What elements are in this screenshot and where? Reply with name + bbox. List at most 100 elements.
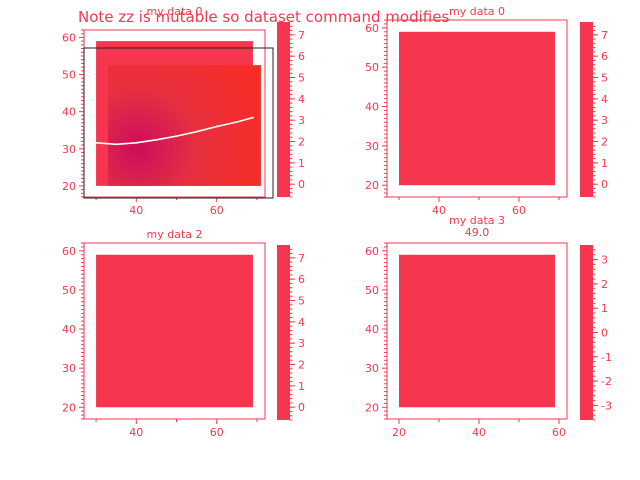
overlay-frame [83,47,274,199]
colorbar-tick-label: 2 [601,136,608,149]
x-tick-label: 20 [392,426,406,439]
colorbar-tick-label: 0 [298,178,305,191]
colorbar-tick-label: 4 [601,93,608,106]
y-tick-label: 60 [365,245,379,258]
colorbar-tick-label: 0 [601,178,608,191]
plot-area [96,254,253,408]
colorbar-tick-label: 1 [601,157,608,170]
y-tick-label: 40 [62,323,76,336]
x-tick-label: 60 [512,204,526,217]
colorbar-fill [277,245,290,420]
panel-bottom-right: my data 3 49.0 -3 -2 -1 0 1 2 3 20 40 60 20 30 40 50… [365,214,612,439]
colorbar-fill [277,22,290,197]
colorbar: -3 -2 -1 0 1 2 3 [580,245,612,421]
trace-point [115,143,118,146]
panel-title: my data 0 [449,5,505,18]
panel-title: my data 0 [147,5,203,18]
y-tick-label: 30 [365,362,379,375]
trace-point [251,116,254,119]
trace-point [175,135,178,138]
colorbar-tick-label: 7 [298,29,305,42]
plot-area [96,41,261,186]
colorbar-tick-label: 2 [601,278,608,291]
y-tick-label: 20 [62,401,76,414]
x-tick-label: 40 [129,426,143,439]
colorbar-tick-label: 3 [298,114,305,127]
trace-point [135,141,138,144]
colorbar-tick-label: 3 [601,114,608,127]
heatmap-overlay [108,65,261,186]
colorbar-tick-label: 4 [298,316,305,329]
colorbar-fill [580,245,593,420]
colorbar-tick-label: 2 [298,136,305,149]
x-tick-label: 40 [129,204,143,217]
trace-point [235,121,238,124]
colorbar-tick-label: -2 [601,375,612,388]
y-tick-label: 50 [365,284,379,297]
colorbar-tick-label: 2 [298,359,305,372]
colorbar-tick-label: 7 [601,29,608,42]
colorbar: 0 1 2 3 4 5 6 7 [277,22,305,198]
colorbar-tick-label: 7 [298,252,305,265]
y-tick-label: 20 [365,401,379,414]
x-tick-label: 40 [472,426,486,439]
y-tick-label: 40 [365,101,379,114]
heatmap-image [96,254,253,408]
colorbar-tick-label: 0 [601,327,608,340]
colorbar-fill [580,22,593,197]
y-tick-label: 50 [365,61,379,74]
colorbar-tick-label: 5 [298,71,305,84]
colorbar-tick-label: 3 [601,254,608,267]
plot-area [399,254,555,408]
plot-area [399,31,555,186]
y-tick-label: 20 [62,180,76,193]
y-tick-label: 40 [365,323,379,336]
panel-subtitle: 49.0 [465,226,490,239]
panel-top-left: my data 0 0 1 2 3 4 5 6 7 40 60 20 30 40 50 60 [62,5,305,217]
colorbar-tick-label: 6 [601,50,608,63]
y-tick-label: 30 [365,140,379,153]
y-tick-label: 60 [62,31,76,44]
colorbar-tick-label: 6 [298,50,305,63]
x-tick-label: 60 [210,426,224,439]
colorbar-tick-label: 5 [298,294,305,307]
trace-point [95,141,98,144]
x-tick-label: 60 [210,204,224,217]
colorbar-tick-label: 4 [298,93,305,106]
axes-frame [386,242,568,420]
panel-top-right: my data 0 0 1 2 3 4 5 6 7 40 60 20 30 40 50 60 [365,5,608,217]
y-tick-label: 60 [62,245,76,258]
heatmap-image [399,31,555,186]
x-tick-label: 60 [552,426,566,439]
x-tick-label: 40 [432,204,446,217]
y-tick-label: 20 [365,179,379,192]
panel-bottom-left: my data 2 0 1 2 3 4 5 6 7 40 60 20 30 40 50 60 [62,228,305,439]
colorbar-tick-label: 5 [601,71,608,84]
colorbar-tick-label: 6 [298,273,305,286]
page-title: Note zz is mutable so dataset command mo… [78,8,449,26]
panel-title: my data 2 [147,228,203,241]
colorbar-tick-label: 1 [298,380,305,393]
y-tick-label: 50 [62,69,76,82]
y-tick-label: 40 [62,106,76,119]
panel-title: my data 3 [449,214,505,227]
colorbar: 0 1 2 3 4 5 6 7 [580,22,608,198]
y-tick-label: 50 [62,284,76,297]
colorbar-tick-label: -1 [601,351,612,364]
trace-point [195,130,198,133]
trace-point [215,125,218,128]
trace-point [155,138,158,141]
axes-frame [83,242,266,420]
colorbar-tick-label: 1 [298,157,305,170]
y-tick-label: 30 [62,143,76,156]
colorbar-tick-label: 3 [298,337,305,350]
y-tick-label: 30 [62,362,76,375]
heatmap-image [399,254,555,408]
colorbar: 0 1 2 3 4 5 6 7 [277,245,305,421]
axes-frame [386,19,568,198]
colorbar-tick-label: -3 [601,399,612,412]
colorbar-tick-label: 0 [298,401,305,414]
colorbar-tick-label: 1 [601,302,608,315]
y-tick-label: 60 [365,22,379,35]
